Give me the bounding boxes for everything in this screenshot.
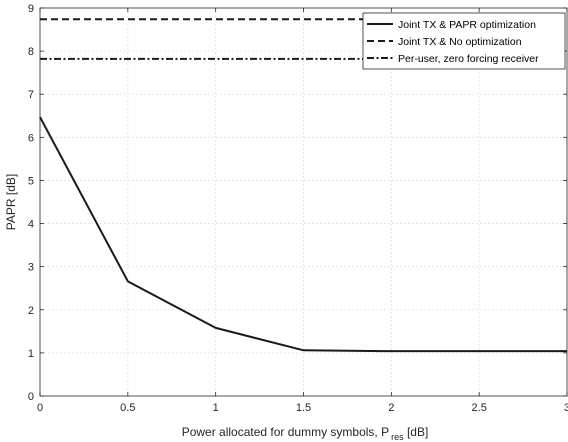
grid — [40, 8, 567, 396]
x-axis-label-subscript: res — [391, 432, 404, 442]
y-axis-label: PAPR [dB] — [4, 174, 18, 230]
x-axis-label-unit: [dB] — [404, 425, 429, 439]
x-tick-label: 2 — [388, 402, 394, 414]
legend-entry-1: Joint TX & No optimization — [398, 36, 522, 48]
x-tick-label: 1.5 — [296, 402, 311, 414]
x-tick-label: 2.5 — [472, 402, 487, 414]
y-tick-label: 8 — [28, 46, 34, 58]
y-tick-label: 4 — [28, 219, 34, 231]
y-tick-label: 2 — [28, 305, 34, 317]
legend-entry-2: Per-user, zero forcing receiver — [398, 53, 539, 65]
x-tick-label: 1 — [213, 402, 219, 414]
x-tick-label: 0 — [37, 402, 43, 414]
y-tick-label: 0 — [28, 391, 34, 403]
series-line-joint-papr-opt — [39, 116, 567, 353]
y-tick-label: 7 — [28, 89, 34, 101]
y-tick-label: 1 — [28, 348, 34, 360]
y-tick-label: 3 — [28, 262, 34, 274]
y-tick-label: 5 — [28, 175, 34, 187]
x-tick-label: 0.5 — [120, 402, 135, 414]
y-tick-label: 9 — [28, 3, 34, 15]
y-tick-label: 6 — [28, 132, 34, 144]
x-tick-label: 3 — [564, 402, 568, 414]
legend-entry-0: Joint TX & PAPR optimization — [398, 19, 536, 31]
legend: Joint TX & PAPR optimization Joint TX & … — [362, 12, 566, 70]
legend-box — [362, 12, 566, 70]
ticks-group: 0 0.5 1 1.5 2 2.5 3 0 1 2 3 4 5 6 7 8 9 — [28, 3, 568, 414]
x-axis-label-main: Power allocated for dummy symbols, P — [182, 425, 389, 439]
